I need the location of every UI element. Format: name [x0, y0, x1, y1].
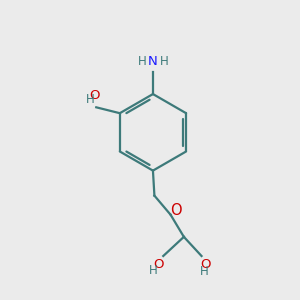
Text: H: H — [85, 92, 94, 106]
Text: H: H — [148, 264, 157, 277]
Text: O: O — [170, 203, 182, 218]
Text: H: H — [159, 56, 168, 68]
Text: N: N — [148, 56, 158, 68]
Text: O: O — [89, 89, 100, 102]
Text: H: H — [138, 56, 146, 68]
Text: H: H — [200, 266, 209, 278]
Text: O: O — [154, 258, 164, 272]
Text: O: O — [201, 258, 211, 272]
